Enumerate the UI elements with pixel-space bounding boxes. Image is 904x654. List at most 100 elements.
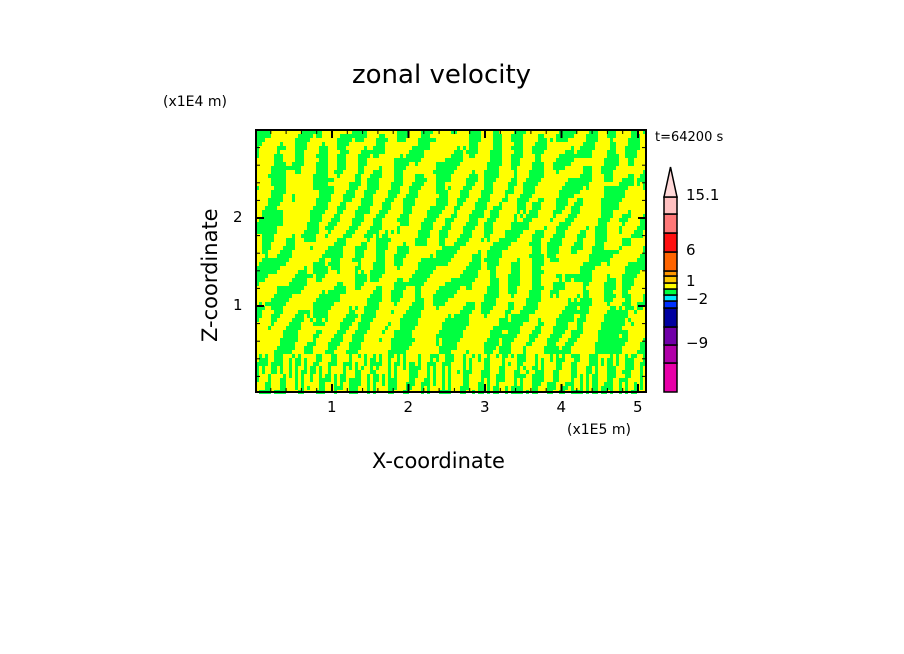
field-cell [376, 142, 379, 146]
field-cell [574, 190, 577, 194]
field-cell [562, 330, 565, 334]
field-cell [481, 370, 484, 374]
field-cell [643, 174, 646, 178]
field-cell [463, 314, 466, 318]
field-cell [403, 246, 406, 250]
field-cell [424, 270, 427, 274]
field-cell [367, 198, 370, 202]
field-cell [409, 206, 412, 210]
field-cell [562, 166, 565, 170]
field-cell [424, 238, 427, 242]
field-cell [601, 246, 604, 250]
field-cell [370, 310, 373, 314]
field-cell [382, 210, 385, 214]
field-cell [352, 230, 355, 234]
field-cell [640, 342, 643, 346]
field-cell [349, 198, 352, 202]
field-cell [328, 290, 331, 294]
field-cell [262, 306, 265, 310]
field-cell [343, 322, 346, 326]
field-cell [343, 162, 346, 166]
field-cell [325, 198, 328, 202]
field-cell [319, 358, 322, 362]
field-cell [256, 318, 259, 322]
field-cell [292, 318, 295, 322]
field-cell [286, 246, 289, 250]
field-cell [493, 146, 496, 150]
field-cell [439, 162, 442, 166]
field-cell [334, 298, 337, 302]
field-cell [313, 262, 316, 266]
field-cell [595, 382, 598, 386]
field-cell [571, 382, 574, 386]
field-cell [376, 262, 379, 266]
field-cell [364, 306, 367, 310]
field-cell [259, 230, 262, 234]
field-cell [619, 326, 622, 330]
field-cell [403, 210, 406, 214]
field-cell [496, 262, 499, 266]
field-cell [376, 258, 379, 262]
field-cell [334, 346, 337, 350]
field-cell [364, 318, 367, 322]
field-cell [484, 194, 487, 198]
field-cell [316, 266, 319, 270]
field-cell [373, 174, 376, 178]
field-cell [310, 370, 313, 374]
field-cell [277, 262, 280, 266]
field-cell [487, 186, 490, 190]
field-cell [577, 242, 580, 246]
field-cell [448, 162, 451, 166]
field-cell [445, 222, 448, 226]
field-cell [424, 178, 427, 182]
field-cell [577, 278, 580, 282]
field-cell [472, 278, 475, 282]
field-cell [562, 138, 565, 142]
field-cell [397, 178, 400, 182]
x-tick-label: 3 [480, 398, 490, 416]
field-cell [520, 374, 523, 378]
field-cell [559, 190, 562, 194]
field-cell [457, 158, 460, 162]
field-cell [580, 330, 583, 334]
field-cell [334, 266, 337, 270]
field-cell [586, 290, 589, 294]
field-cell [487, 194, 490, 198]
field-cell [493, 242, 496, 246]
field-cell [532, 262, 535, 266]
field-cell [349, 386, 352, 390]
field-cell [316, 218, 319, 222]
field-cell [349, 190, 352, 194]
field-cell [373, 230, 376, 234]
field-cell [436, 190, 439, 194]
field-cell [445, 162, 448, 166]
field-cell [604, 342, 607, 346]
field-cell [289, 358, 292, 362]
field-cell [418, 302, 421, 306]
field-cell [493, 386, 496, 390]
field-cell [394, 386, 397, 390]
field-cell [277, 302, 280, 306]
field-cell [490, 342, 493, 346]
field-cell [322, 190, 325, 194]
field-cell [628, 298, 631, 302]
field-cell [574, 366, 577, 370]
field-cell [445, 174, 448, 178]
field-cell [301, 162, 304, 166]
field-cell [604, 250, 607, 254]
field-cell [502, 342, 505, 346]
field-cell [436, 250, 439, 254]
field-cell [406, 210, 409, 214]
field-cell [316, 230, 319, 234]
field-cell [349, 234, 352, 238]
field-cell [436, 174, 439, 178]
field-cell [397, 290, 400, 294]
field-cell [448, 286, 451, 290]
field-cell [328, 262, 331, 266]
field-cell [388, 322, 391, 326]
field-cell [313, 238, 316, 242]
field-cell [514, 154, 517, 158]
field-cell [274, 218, 277, 222]
field-cell [436, 306, 439, 310]
